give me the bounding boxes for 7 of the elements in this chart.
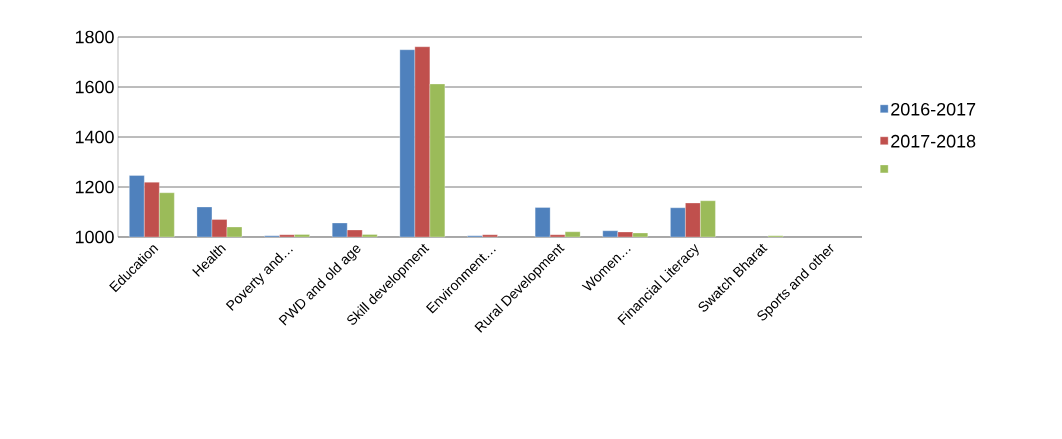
y-tick-label: 1800 [75,30,114,44]
y-tick-label: 1400 [75,130,114,144]
y-tick-label: 1000 [75,230,114,244]
legend-label: 2016-2017 [891,102,976,116]
y-tick-label: 1600 [75,80,114,94]
legend-label: 2017-2018 [891,134,976,148]
y-tick-label: 1200 [75,180,114,194]
